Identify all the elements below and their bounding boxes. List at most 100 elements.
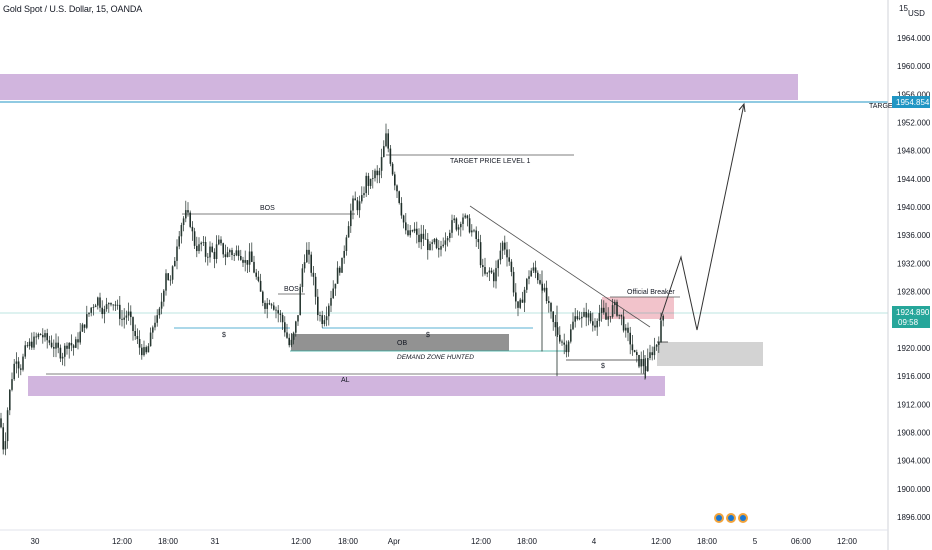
price-axis[interactable]: 15 USD 1896.000 1900.000 1904.000 1908.000 1…: [887, 0, 931, 550]
candle: [515, 283, 517, 309]
candle: [110, 302, 112, 307]
candle: [253, 255, 255, 274]
candle: [198, 237, 200, 254]
candle: [20, 364, 22, 376]
candle: [121, 309, 123, 327]
x-tick-label: 06:00: [791, 537, 812, 546]
candle: [132, 316, 134, 341]
candle: [306, 242, 308, 263]
chart-title: Gold Spot / U.S. Dollar, 15, OANDA: [3, 4, 143, 14]
candle: [28, 338, 31, 350]
candle: [486, 272, 488, 278]
candle: [189, 210, 191, 229]
target-price-value: 1954.854: [896, 98, 930, 107]
candle: [614, 299, 616, 315]
candle: [356, 197, 359, 216]
candle: [622, 309, 625, 333]
candle: [581, 311, 583, 328]
candle: [79, 323, 81, 345]
candle: [638, 354, 640, 369]
candle: [123, 308, 125, 329]
candle: [233, 252, 235, 262]
candle: [510, 259, 513, 277]
candle: [367, 172, 370, 196]
candle: [119, 295, 121, 326]
candle: [268, 299, 271, 306]
candle: [519, 297, 521, 310]
candle: [539, 274, 541, 286]
candle: [301, 264, 304, 293]
candle: [508, 249, 510, 266]
candle: [90, 307, 92, 317]
candle: [352, 195, 354, 220]
candle: [15, 352, 18, 374]
candle: [88, 312, 90, 317]
candle: [211, 242, 213, 253]
candle: [281, 312, 284, 330]
candle: [475, 226, 477, 247]
y-tick-label: 1920.000: [897, 344, 931, 353]
current-price-value: 1924.890: [896, 308, 930, 317]
candle: [295, 320, 297, 337]
candle: [629, 326, 631, 355]
time-axis[interactable]: 30 12:00 18:00 31 12:00 18:00 Apr 12:00 18:00 4 12…: [0, 529, 888, 546]
candle: [409, 225, 411, 238]
candle: [398, 190, 400, 205]
candle: [592, 312, 594, 332]
candle: [163, 289, 165, 307]
candle: [418, 228, 420, 248]
candle: [222, 242, 224, 258]
candle: [413, 222, 416, 234]
candle: [332, 280, 334, 299]
x-tick-label: 18:00: [158, 537, 179, 546]
candle: [143, 340, 145, 357]
y-tick-label: 1912.000: [897, 400, 931, 409]
candle: [42, 328, 44, 344]
candle: [488, 267, 491, 282]
economic-events-icon[interactable]: [714, 513, 748, 523]
candle: [64, 343, 66, 367]
candle: [618, 314, 620, 320]
candle: [341, 257, 343, 273]
candle: [193, 227, 196, 250]
candle: [499, 242, 502, 265]
candle: [55, 333, 57, 358]
candle: [416, 221, 418, 244]
candle: [240, 249, 242, 261]
candle: [303, 254, 306, 273]
candle: [330, 290, 332, 312]
y-tick-label: 1944.000: [897, 175, 931, 184]
x-tick-label: Apr: [388, 537, 401, 546]
candle: [167, 272, 169, 281]
breaker-label: Official Breaker: [627, 289, 675, 296]
candle: [220, 236, 222, 246]
candle: [506, 241, 508, 267]
candle: [97, 296, 99, 310]
candle: [134, 324, 136, 340]
axis-top-label: 15: [899, 4, 908, 13]
candle: [583, 307, 585, 318]
candle: [251, 242, 253, 263]
candle: [218, 235, 220, 246]
candle: [125, 310, 128, 325]
candle: [292, 331, 295, 345]
candle: [380, 148, 383, 179]
candle: [158, 306, 161, 319]
candle: [658, 336, 660, 353]
candle: [81, 322, 84, 332]
candle: [572, 312, 574, 331]
candle: [578, 311, 581, 321]
y-tick-label: 1956.000: [897, 90, 931, 99]
candle: [422, 225, 425, 247]
candle: [112, 304, 114, 311]
candle: [22, 353, 24, 372]
candle: [548, 296, 550, 313]
candle: [473, 228, 475, 233]
candle: [308, 242, 310, 264]
candle: [350, 203, 352, 233]
bos-label-2: BOS: [284, 286, 299, 293]
y-tick-label: 1928.000: [897, 288, 931, 297]
candle: [642, 350, 645, 374]
candle: [77, 332, 79, 350]
